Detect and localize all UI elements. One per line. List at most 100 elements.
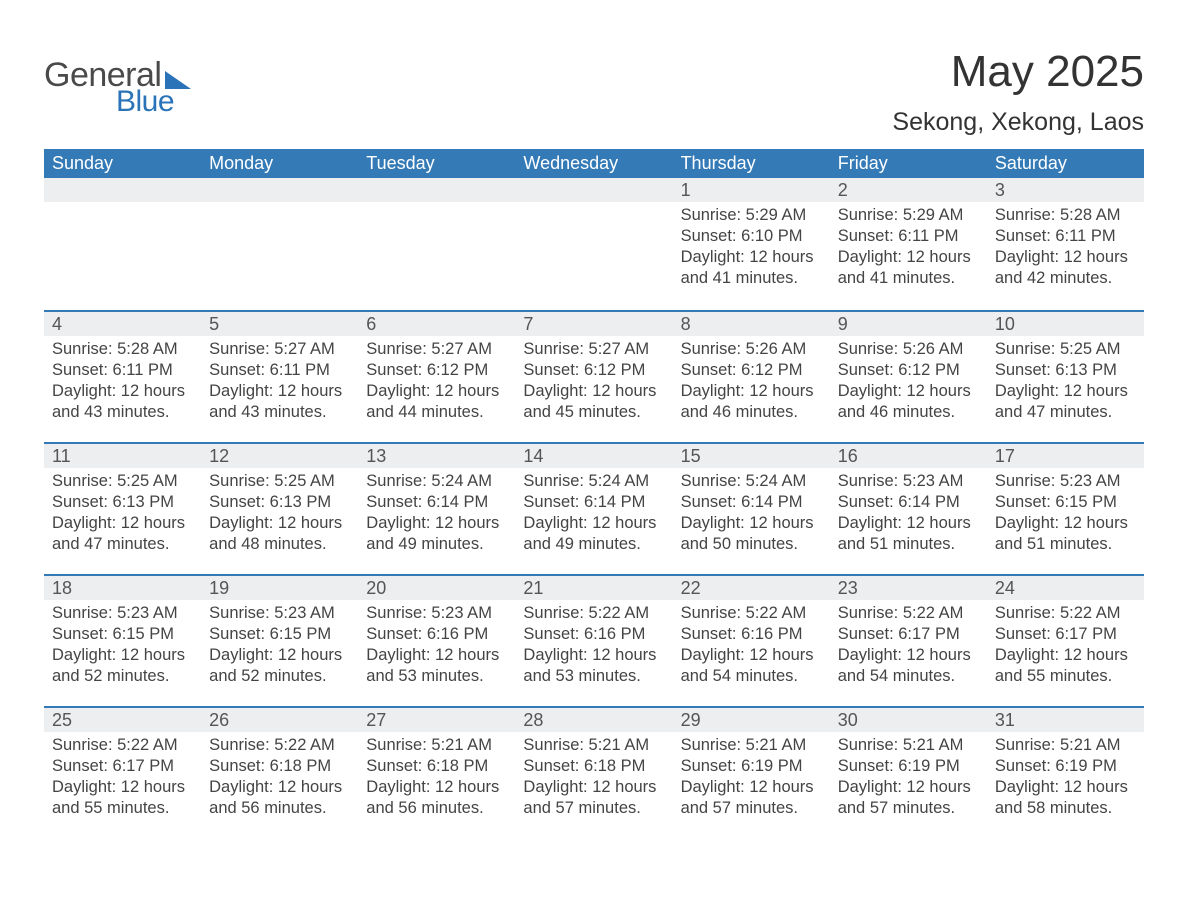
day-details: Sunrise: 5:28 AMSunset: 6:11 PMDaylight:… [987,202,1144,289]
daylight-text: Daylight: 12 hours and 54 minutes. [681,645,822,687]
sunrise-text: Sunrise: 5:24 AM [366,471,507,492]
daylight-text: Daylight: 12 hours and 47 minutes. [52,513,193,555]
daylight-text: Daylight: 12 hours and 51 minutes. [995,513,1136,555]
day-number: 25 [44,708,201,732]
daylight-text: Daylight: 12 hours and 52 minutes. [209,645,350,687]
sunset-text: Sunset: 6:15 PM [995,492,1136,513]
day-number: 11 [44,444,201,468]
weekday-header: Friday [830,149,987,178]
calendar-page: General Blue May 2025 Sekong, Xekong, La… [0,0,1188,838]
day-number: 1 [673,178,830,202]
calendar-day-empty [358,178,515,310]
daylight-text: Daylight: 12 hours and 53 minutes. [523,645,664,687]
calendar-week-row: 4Sunrise: 5:28 AMSunset: 6:11 PMDaylight… [44,310,1144,442]
calendar-week-row: 18Sunrise: 5:23 AMSunset: 6:15 PMDayligh… [44,574,1144,706]
day-number: 12 [201,444,358,468]
header-row: General Blue May 2025 Sekong, Xekong, La… [44,50,1144,137]
sunset-text: Sunset: 6:11 PM [838,226,979,247]
sunset-text: Sunset: 6:17 PM [52,756,193,777]
sunrise-text: Sunrise: 5:28 AM [52,339,193,360]
sunrise-text: Sunrise: 5:25 AM [995,339,1136,360]
day-number: 4 [44,312,201,336]
day-number: 3 [987,178,1144,202]
calendar-day-empty [515,178,672,310]
sunrise-text: Sunrise: 5:24 AM [681,471,822,492]
day-number: 2 [830,178,987,202]
daylight-text: Daylight: 12 hours and 55 minutes. [52,777,193,819]
sunrise-text: Sunrise: 5:22 AM [995,603,1136,624]
day-number: 31 [987,708,1144,732]
calendar-day: 16Sunrise: 5:23 AMSunset: 6:14 PMDayligh… [830,444,987,574]
day-details: Sunrise: 5:22 AMSunset: 6:17 PMDaylight:… [987,600,1144,687]
day-number: 17 [987,444,1144,468]
sunset-text: Sunset: 6:12 PM [681,360,822,381]
sunset-text: Sunset: 6:19 PM [995,756,1136,777]
calendar-day: 20Sunrise: 5:23 AMSunset: 6:16 PMDayligh… [358,576,515,706]
sunrise-text: Sunrise: 5:27 AM [366,339,507,360]
sunset-text: Sunset: 6:16 PM [366,624,507,645]
title-block: May 2025 Sekong, Xekong, Laos [892,50,1144,137]
calendar-day: 5Sunrise: 5:27 AMSunset: 6:11 PMDaylight… [201,312,358,442]
daylight-text: Daylight: 12 hours and 44 minutes. [366,381,507,423]
sunset-text: Sunset: 6:13 PM [209,492,350,513]
day-details: Sunrise: 5:27 AMSunset: 6:12 PMDaylight:… [358,336,515,423]
sunrise-text: Sunrise: 5:23 AM [995,471,1136,492]
sunset-text: Sunset: 6:11 PM [209,360,350,381]
daylight-text: Daylight: 12 hours and 57 minutes. [523,777,664,819]
calendar-day: 30Sunrise: 5:21 AMSunset: 6:19 PMDayligh… [830,708,987,838]
calendar-day: 21Sunrise: 5:22 AMSunset: 6:16 PMDayligh… [515,576,672,706]
daylight-text: Daylight: 12 hours and 41 minutes. [681,247,822,289]
day-number: 5 [201,312,358,336]
sunset-text: Sunset: 6:15 PM [209,624,350,645]
calendar-day: 14Sunrise: 5:24 AMSunset: 6:14 PMDayligh… [515,444,672,574]
day-details: Sunrise: 5:24 AMSunset: 6:14 PMDaylight:… [358,468,515,555]
calendar-day: 2Sunrise: 5:29 AMSunset: 6:11 PMDaylight… [830,178,987,310]
calendar-day: 29Sunrise: 5:21 AMSunset: 6:19 PMDayligh… [673,708,830,838]
sunrise-text: Sunrise: 5:22 AM [838,603,979,624]
calendar-day: 25Sunrise: 5:22 AMSunset: 6:17 PMDayligh… [44,708,201,838]
daylight-text: Daylight: 12 hours and 45 minutes. [523,381,664,423]
daylight-text: Daylight: 12 hours and 52 minutes. [52,645,193,687]
calendar-day: 18Sunrise: 5:23 AMSunset: 6:15 PMDayligh… [44,576,201,706]
sunset-text: Sunset: 6:12 PM [523,360,664,381]
daylight-text: Daylight: 12 hours and 46 minutes. [838,381,979,423]
day-number: 27 [358,708,515,732]
calendar-day: 17 Sunrise: 5:23 AMSunset: 6:15 PMDayligh… [987,444,1144,574]
sunset-text: Sunset: 6:11 PM [52,360,193,381]
sunrise-text: Sunrise: 5:23 AM [838,471,979,492]
sunrise-text: Sunrise: 5:25 AM [52,471,193,492]
location-text: Sekong, Xekong, Laos [892,108,1144,137]
day-details: Sunrise: 5:21 AMSunset: 6:19 PMDaylight:… [673,732,830,819]
day-details: Sunrise: 5:26 AMSunset: 6:12 PMDaylight:… [830,336,987,423]
daylight-text: Daylight: 12 hours and 57 minutes. [681,777,822,819]
calendar-day: 7 Sunrise: 5:27 AMSunset: 6:12 PMDaylight… [515,312,672,442]
day-details: Sunrise: 5:21 AMSunset: 6:18 PMDaylight:… [358,732,515,819]
sunset-text: Sunset: 6:17 PM [838,624,979,645]
calendar-day: 26Sunrise: 5:22 AMSunset: 6:18 PMDayligh… [201,708,358,838]
calendar-day: 24Sunrise: 5:22 AMSunset: 6:17 PMDayligh… [987,576,1144,706]
day-number: 7 [515,312,672,336]
daylight-text: Daylight: 12 hours and 43 minutes. [52,381,193,423]
sunrise-text: Sunrise: 5:22 AM [523,603,664,624]
day-number: 24 [987,576,1144,600]
sunrise-text: Sunrise: 5:24 AM [523,471,664,492]
day-details: Sunrise: 5:27 AMSunset: 6:11 PMDaylight:… [201,336,358,423]
day-details: Sunrise: 5:29 AMSunset: 6:10 PMDaylight:… [673,202,830,289]
day-details: Sunrise: 5:23 AMSunset: 6:14 PMDaylight:… [830,468,987,555]
sunset-text: Sunset: 6:13 PM [995,360,1136,381]
daylight-text: Daylight: 12 hours and 43 minutes. [209,381,350,423]
calendar-day: 6Sunrise: 5:27 AMSunset: 6:12 PMDaylight… [358,312,515,442]
sunset-text: Sunset: 6:18 PM [523,756,664,777]
calendar-week-row: 1Sunrise: 5:29 AMSunset: 6:10 PMDaylight… [44,178,1144,310]
day-details: Sunrise: 5:22 AMSunset: 6:17 PMDaylight:… [830,600,987,687]
day-number: 15 [673,444,830,468]
sunrise-text: Sunrise: 5:27 AM [523,339,664,360]
weekday-header: Monday [201,149,358,178]
day-number: 28 [515,708,672,732]
day-number: 20 [358,576,515,600]
day-number: 30 [830,708,987,732]
daylight-text: Daylight: 12 hours and 56 minutes. [209,777,350,819]
sunrise-text: Sunrise: 5:21 AM [681,735,822,756]
daylight-text: Daylight: 12 hours and 55 minutes. [995,645,1136,687]
weekday-header: Saturday [987,149,1144,178]
